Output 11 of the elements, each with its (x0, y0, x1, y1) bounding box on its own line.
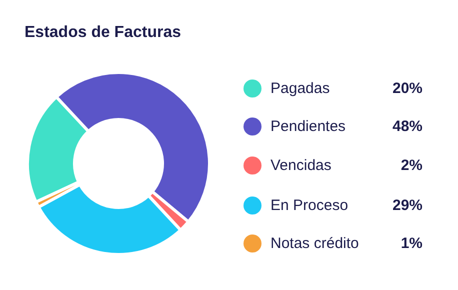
data-label: 1% (400, 235, 423, 252)
data-label: 2% (400, 157, 423, 174)
data-label: 20% (392, 80, 423, 97)
legend-label: Pendientes (270, 118, 346, 135)
chart-title: Estados de Facturas (24, 24, 182, 41)
data-label: 29% (392, 197, 423, 214)
legend-label: En Proceso (270, 197, 348, 214)
legend-label: Notas crédito (270, 235, 359, 252)
data-label: 48% (392, 118, 423, 135)
legend-label: Vencidas (270, 157, 332, 174)
legend-label: Pagadas (270, 80, 330, 97)
